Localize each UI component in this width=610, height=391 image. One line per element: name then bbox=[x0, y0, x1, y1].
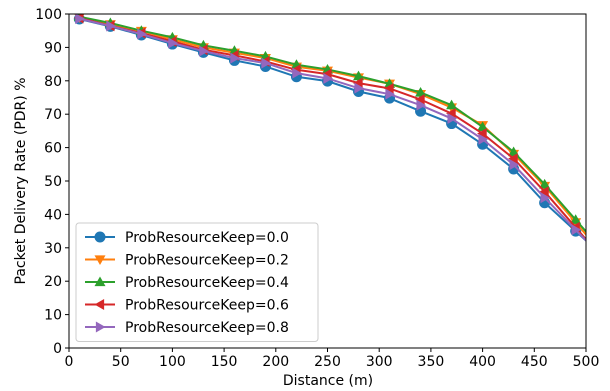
x-tick-label: 500 bbox=[573, 354, 600, 370]
data-point bbox=[508, 153, 518, 165]
legend-item: ProbResourceKeep=0.4 bbox=[85, 275, 289, 291]
series-layer bbox=[73, 14, 586, 242]
legend: ProbResourceKeep=0.0 ProbResourceKeep=0.2… bbox=[75, 222, 319, 342]
series-line bbox=[79, 15, 586, 234]
data-point bbox=[416, 99, 427, 111]
legend-marker bbox=[94, 255, 106, 265]
y-tick-label: 80 bbox=[44, 74, 62, 90]
legend-marker bbox=[94, 299, 105, 310]
data-point bbox=[477, 121, 489, 132]
x-tick-label: 300 bbox=[366, 354, 393, 370]
y-tick-label: 70 bbox=[44, 107, 62, 123]
y-tick-label: 10 bbox=[44, 308, 62, 324]
data-point bbox=[539, 178, 551, 189]
data-point bbox=[353, 77, 363, 89]
data-point bbox=[168, 37, 178, 49]
y-tick-label: 40 bbox=[44, 207, 62, 223]
data-point bbox=[540, 192, 551, 204]
series-line bbox=[79, 17, 586, 241]
x-tick-label: 50 bbox=[112, 354, 130, 370]
data-point bbox=[477, 128, 487, 140]
y-tick-label: 50 bbox=[44, 174, 62, 190]
data-point bbox=[446, 99, 458, 110]
legend-box bbox=[75, 222, 319, 342]
x-tick-label: 0 bbox=[65, 354, 74, 370]
data-point bbox=[384, 82, 394, 94]
series-line bbox=[79, 17, 586, 242]
series-4 bbox=[75, 14, 586, 242]
data-point bbox=[571, 224, 582, 236]
y-tick-label: 90 bbox=[44, 40, 62, 56]
data-point bbox=[478, 133, 489, 145]
legend-label: ProbResourceKeep=0.8 bbox=[125, 320, 289, 336]
y-tick-label: 60 bbox=[44, 141, 62, 157]
axes-layer: 0 50 100 150 200 250 300 350 400 450 500 0 10 20 30 40 5… bbox=[35, 7, 599, 370]
legend-label: ProbResourceKeep=0.6 bbox=[125, 298, 289, 314]
data-point bbox=[447, 113, 458, 125]
data-point bbox=[230, 52, 240, 64]
data-point bbox=[75, 14, 85, 25]
legend-label: ProbResourceKeep=0.0 bbox=[125, 230, 289, 246]
x-tick-label: 400 bbox=[469, 354, 496, 370]
y-axis-label: Packet Delivery Rate (PDR) % bbox=[13, 78, 29, 285]
legend-marker bbox=[95, 321, 106, 333]
series-line bbox=[79, 16, 586, 237]
x-tick-label: 150 bbox=[211, 354, 238, 370]
data-point bbox=[509, 159, 520, 171]
legend-label: ProbResourceKeep=0.4 bbox=[125, 275, 289, 291]
data-point bbox=[508, 146, 520, 157]
y-tick-label: 100 bbox=[35, 7, 62, 23]
legend-item: ProbResourceKeep=0.6 bbox=[85, 298, 289, 314]
x-tick-label: 100 bbox=[159, 354, 186, 370]
x-tick-label: 250 bbox=[314, 354, 341, 370]
data-point bbox=[446, 108, 456, 120]
x-axis-label: Distance (m) bbox=[283, 373, 373, 389]
x-tick-label: 200 bbox=[262, 354, 289, 370]
data-point bbox=[323, 72, 333, 84]
legend-marker bbox=[94, 276, 106, 287]
data-point bbox=[292, 67, 302, 79]
y-tick-label: 30 bbox=[44, 241, 62, 257]
data-point bbox=[539, 186, 549, 198]
data-point bbox=[353, 70, 365, 81]
data-point bbox=[199, 45, 209, 57]
y-tick-label: 0 bbox=[53, 341, 62, 357]
series-1 bbox=[74, 14, 586, 237]
y-axis-label-group: Packet Delivery Rate (PDR) % bbox=[13, 78, 29, 285]
legend-label: ProbResourceKeep=0.2 bbox=[125, 253, 289, 269]
data-point bbox=[261, 57, 271, 69]
data-point bbox=[415, 94, 425, 106]
legend-item: ProbResourceKeep=0.8 bbox=[85, 320, 289, 336]
x-tick-label: 350 bbox=[418, 354, 445, 370]
legend-marker bbox=[94, 231, 106, 243]
series-0 bbox=[73, 14, 586, 242]
data-point bbox=[385, 88, 396, 100]
data-point bbox=[415, 86, 427, 97]
data-point bbox=[106, 20, 116, 32]
series-2 bbox=[73, 14, 586, 234]
data-point bbox=[137, 28, 147, 40]
data-point bbox=[354, 82, 365, 94]
data-point bbox=[570, 214, 582, 224]
legend-item: ProbResourceKeep=0.0 bbox=[85, 230, 289, 246]
y-tick-label: 20 bbox=[44, 274, 62, 290]
x-tick-label: 450 bbox=[521, 354, 548, 370]
legend-item: ProbResourceKeep=0.2 bbox=[85, 253, 289, 269]
